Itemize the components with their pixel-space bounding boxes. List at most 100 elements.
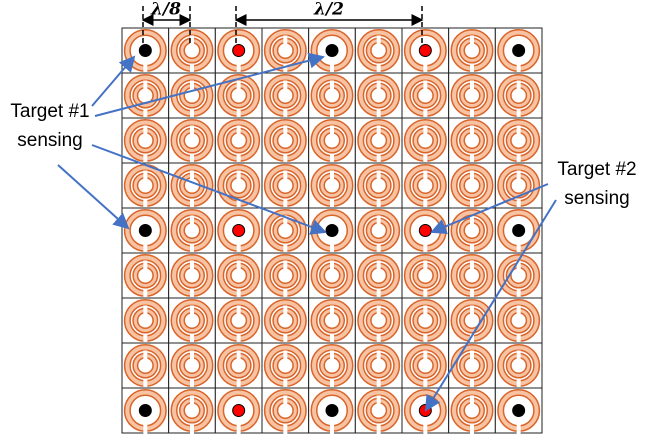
ring-gap [423, 125, 428, 135]
ring-gap [190, 243, 194, 254]
ring-gap [376, 80, 381, 90]
target-label: sensing [564, 188, 630, 209]
ring-gap [470, 395, 474, 405]
ring-gap [143, 170, 148, 180]
ring-gap [283, 243, 288, 254]
ring-gap [376, 170, 381, 180]
ring-gap [190, 350, 194, 360]
ring-gap [190, 305, 194, 315]
ring-gap [376, 305, 381, 315]
dimension-label: λ/2 [313, 0, 344, 20]
ring-gap [423, 153, 428, 164]
ring-gap [376, 153, 381, 164]
ring-gap [236, 243, 241, 254]
ring-gap [283, 288, 288, 299]
ring-gap [423, 423, 428, 434]
ring-gap [516, 170, 521, 180]
ring-gap [283, 305, 288, 315]
ring-gap [236, 288, 241, 299]
ring-gap [376, 288, 381, 299]
sensor-dot [232, 44, 246, 57]
ring-gap [236, 125, 241, 135]
dimension-label: λ/8 [150, 0, 181, 20]
ring-gap [423, 243, 428, 254]
ring-gap [330, 243, 334, 254]
ring-gap [470, 198, 474, 209]
sensor-dot [232, 404, 246, 417]
ring-gap [190, 198, 194, 209]
ring-gap [470, 63, 474, 74]
ring-gap [516, 125, 521, 135]
ring-gap [423, 350, 428, 360]
ring-gap [283, 395, 288, 405]
ring-gap [470, 423, 474, 434]
ring-gap [423, 198, 428, 209]
sensor-dot [418, 224, 432, 237]
ring-gap [190, 333, 194, 344]
ring-gap [143, 153, 148, 164]
ring-gap [236, 305, 241, 315]
sensor-dot [138, 44, 152, 57]
ring-gap [190, 395, 194, 405]
ring-gap [516, 153, 521, 164]
ring-gap [376, 395, 381, 405]
ring-gap [376, 378, 381, 389]
sensor-dot [418, 44, 432, 57]
ring-gap [470, 35, 474, 45]
ring-gap [143, 288, 148, 299]
ring-gap [283, 378, 288, 389]
ring-gap [283, 80, 288, 90]
ring-gap [236, 80, 241, 90]
ring-gap [516, 260, 521, 270]
arrows [57, 52, 557, 412]
ring-gap [330, 153, 334, 164]
ring-gap [143, 80, 148, 90]
ring-gap [190, 153, 194, 164]
ring-gap [470, 108, 474, 119]
ring-gap [470, 333, 474, 344]
ring-gap [190, 108, 194, 119]
ring-gap [376, 350, 381, 360]
ring-gap [330, 80, 334, 90]
ring-gap [143, 260, 148, 270]
ring-gap [143, 333, 148, 344]
ring-gap [516, 378, 521, 389]
ring-gap [236, 423, 241, 434]
ring-gap [376, 215, 381, 225]
ring-gap [470, 153, 474, 164]
sensor-dot [418, 404, 432, 417]
ring-gap [376, 35, 381, 45]
ring-gap [330, 108, 334, 119]
ring-gap [423, 63, 428, 74]
ring-gap [423, 288, 428, 299]
ring-gap [423, 170, 428, 180]
ring-gap [190, 63, 194, 74]
ring-gap [143, 350, 148, 360]
ring-gap [470, 260, 474, 270]
ring-gap [423, 260, 428, 270]
ring-gap [376, 63, 381, 74]
ring-gap [516, 198, 521, 209]
ring-gap [470, 125, 474, 135]
ring-gap [190, 288, 194, 299]
ring-gap [516, 243, 521, 254]
ring-gap [470, 378, 474, 389]
sensor-dot [512, 224, 526, 237]
ring-gap [143, 108, 148, 119]
sensor-dot [325, 44, 339, 57]
ring-gap [330, 350, 334, 360]
sensor-dot [138, 404, 152, 417]
ring-gap [283, 215, 288, 225]
ring-gap [283, 350, 288, 360]
ring-gap [236, 153, 241, 164]
ring-gap [423, 305, 428, 315]
ring-gap [283, 35, 288, 45]
ring-gap [330, 125, 334, 135]
target-label: sensing [17, 130, 83, 151]
ring-gap [516, 423, 521, 434]
ring-gap [283, 108, 288, 119]
ring-gap [236, 108, 241, 119]
ring-gap [236, 378, 241, 389]
target-label: Target #1 [10, 101, 89, 122]
ring-gap [376, 198, 381, 209]
